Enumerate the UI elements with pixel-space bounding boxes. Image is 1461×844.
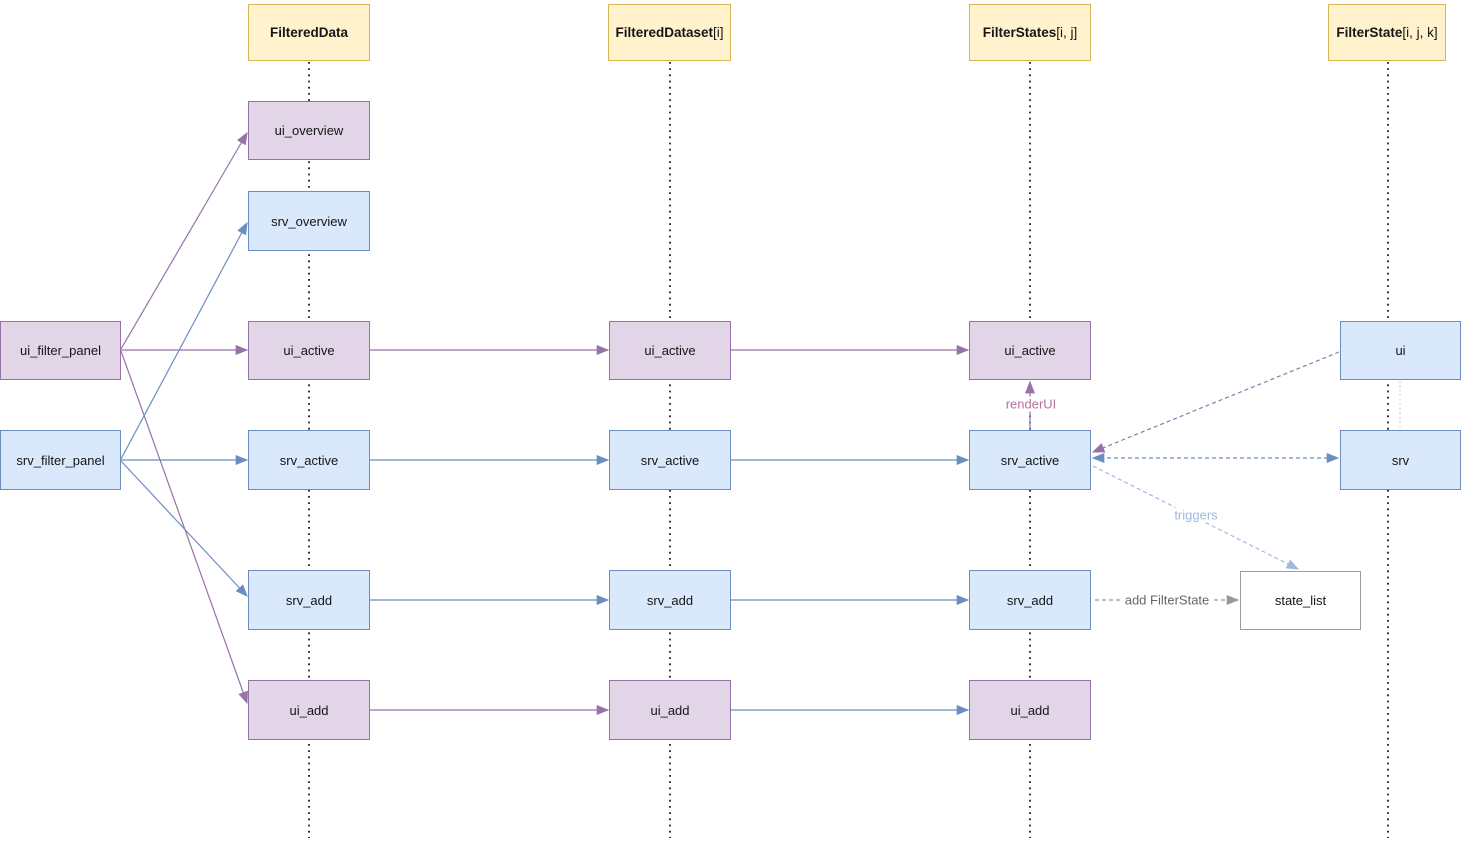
edge-ui-filter-panel-to-ui-add	[120, 350, 248, 705]
node-filterstates-ui-active: ui_active	[969, 321, 1091, 380]
lifeline-header-suffix-text: [i, j, k]	[1402, 25, 1438, 40]
node-label: srv_active	[279, 452, 339, 468]
node-filterstates-srv-active: srv_active	[969, 430, 1091, 490]
node-label: state_list	[1274, 593, 1327, 608]
node-filtereddataset-ui-add: ui_add	[609, 680, 731, 740]
node-label: ui_active	[283, 343, 335, 358]
edge-label-render-ui: renderUI	[1002, 396, 1060, 412]
node-filterstates-ui-add: ui_add	[969, 680, 1091, 740]
node-label: ui_active	[644, 343, 696, 358]
node-label: ui_add	[289, 702, 329, 718]
node-filtereddataset-srv-active: srv_active	[609, 430, 731, 490]
node-filtereddata-ui-overview: ui_overview	[248, 101, 370, 160]
node-label: srv_add	[1006, 592, 1054, 608]
edge-label-add-filterstate: add FilterState	[1121, 592, 1213, 608]
node-label: srv_filter_panel	[16, 452, 105, 468]
lifeline-header-suffix-text: [i, j]	[1056, 25, 1078, 40]
node-filtereddata-srv-add: srv_add	[248, 570, 370, 630]
node-label: srv_add	[646, 592, 694, 608]
edge-label-triggers: triggers	[1171, 507, 1221, 523]
node-filtereddata-srv-overview: srv_overview	[248, 191, 370, 251]
edge-srv-filter-panel-to-srv-add	[120, 460, 248, 597]
node-label: ui_filter_panel	[20, 343, 101, 358]
node-filtereddata-srv-active: srv_active	[248, 430, 370, 490]
lifeline-header-suffix-text: [i]	[713, 25, 724, 40]
edge-ui-filter-panel-to-ui-overview	[120, 131, 248, 350]
lifeline-header-3: FilterState [i, j, k]	[1328, 4, 1446, 61]
edge-srv-filter-panel-to-srv-overview	[120, 221, 248, 460]
edge-ui-to-srv-active-dashed	[1091, 351, 1340, 453]
node-filterstates-srv-add: srv_add	[969, 570, 1091, 630]
node-filterstate-ui: ui	[1340, 321, 1461, 380]
node-label: ui_add	[1010, 702, 1050, 718]
node-filterstate-srv: srv	[1340, 430, 1461, 490]
node-label: srv_active	[1000, 452, 1060, 468]
node-label: ui	[1395, 343, 1406, 358]
node-label: ui_add	[650, 702, 690, 718]
lifeline-header-bold-text: FilteredData	[269, 25, 349, 40]
node-filtereddata-ui-active: ui_active	[248, 321, 370, 380]
lifeline-header-2: FilterStates [i, j]	[969, 4, 1091, 61]
lifeline-header-bold-text: FilterState	[1336, 25, 1403, 40]
node-label: srv_overview	[271, 213, 347, 229]
lifeline-header-1: FilteredDataset [i]	[608, 4, 731, 61]
node-label: ui_overview	[274, 123, 344, 138]
node-label: srv_add	[285, 592, 333, 608]
node-ui-filter-panel: ui_filter_panel	[0, 321, 121, 380]
node-srv-filter-panel: srv_filter_panel	[0, 430, 121, 490]
node-state-list: state_list	[1240, 571, 1361, 630]
lifeline-header-bold-text: FilterStates	[982, 25, 1057, 40]
node-label: ui_active	[1004, 343, 1056, 358]
node-label: srv_active	[640, 452, 700, 468]
node-filtereddataset-srv-add: srv_add	[609, 570, 731, 630]
lifeline-header-bold-text: FilteredDataset	[615, 25, 714, 40]
node-label: srv	[1391, 452, 1410, 468]
lifeline-header-0: FilteredData	[248, 4, 370, 61]
node-filtereddata-ui-add: ui_add	[248, 680, 370, 740]
node-filtereddataset-ui-active: ui_active	[609, 321, 731, 380]
